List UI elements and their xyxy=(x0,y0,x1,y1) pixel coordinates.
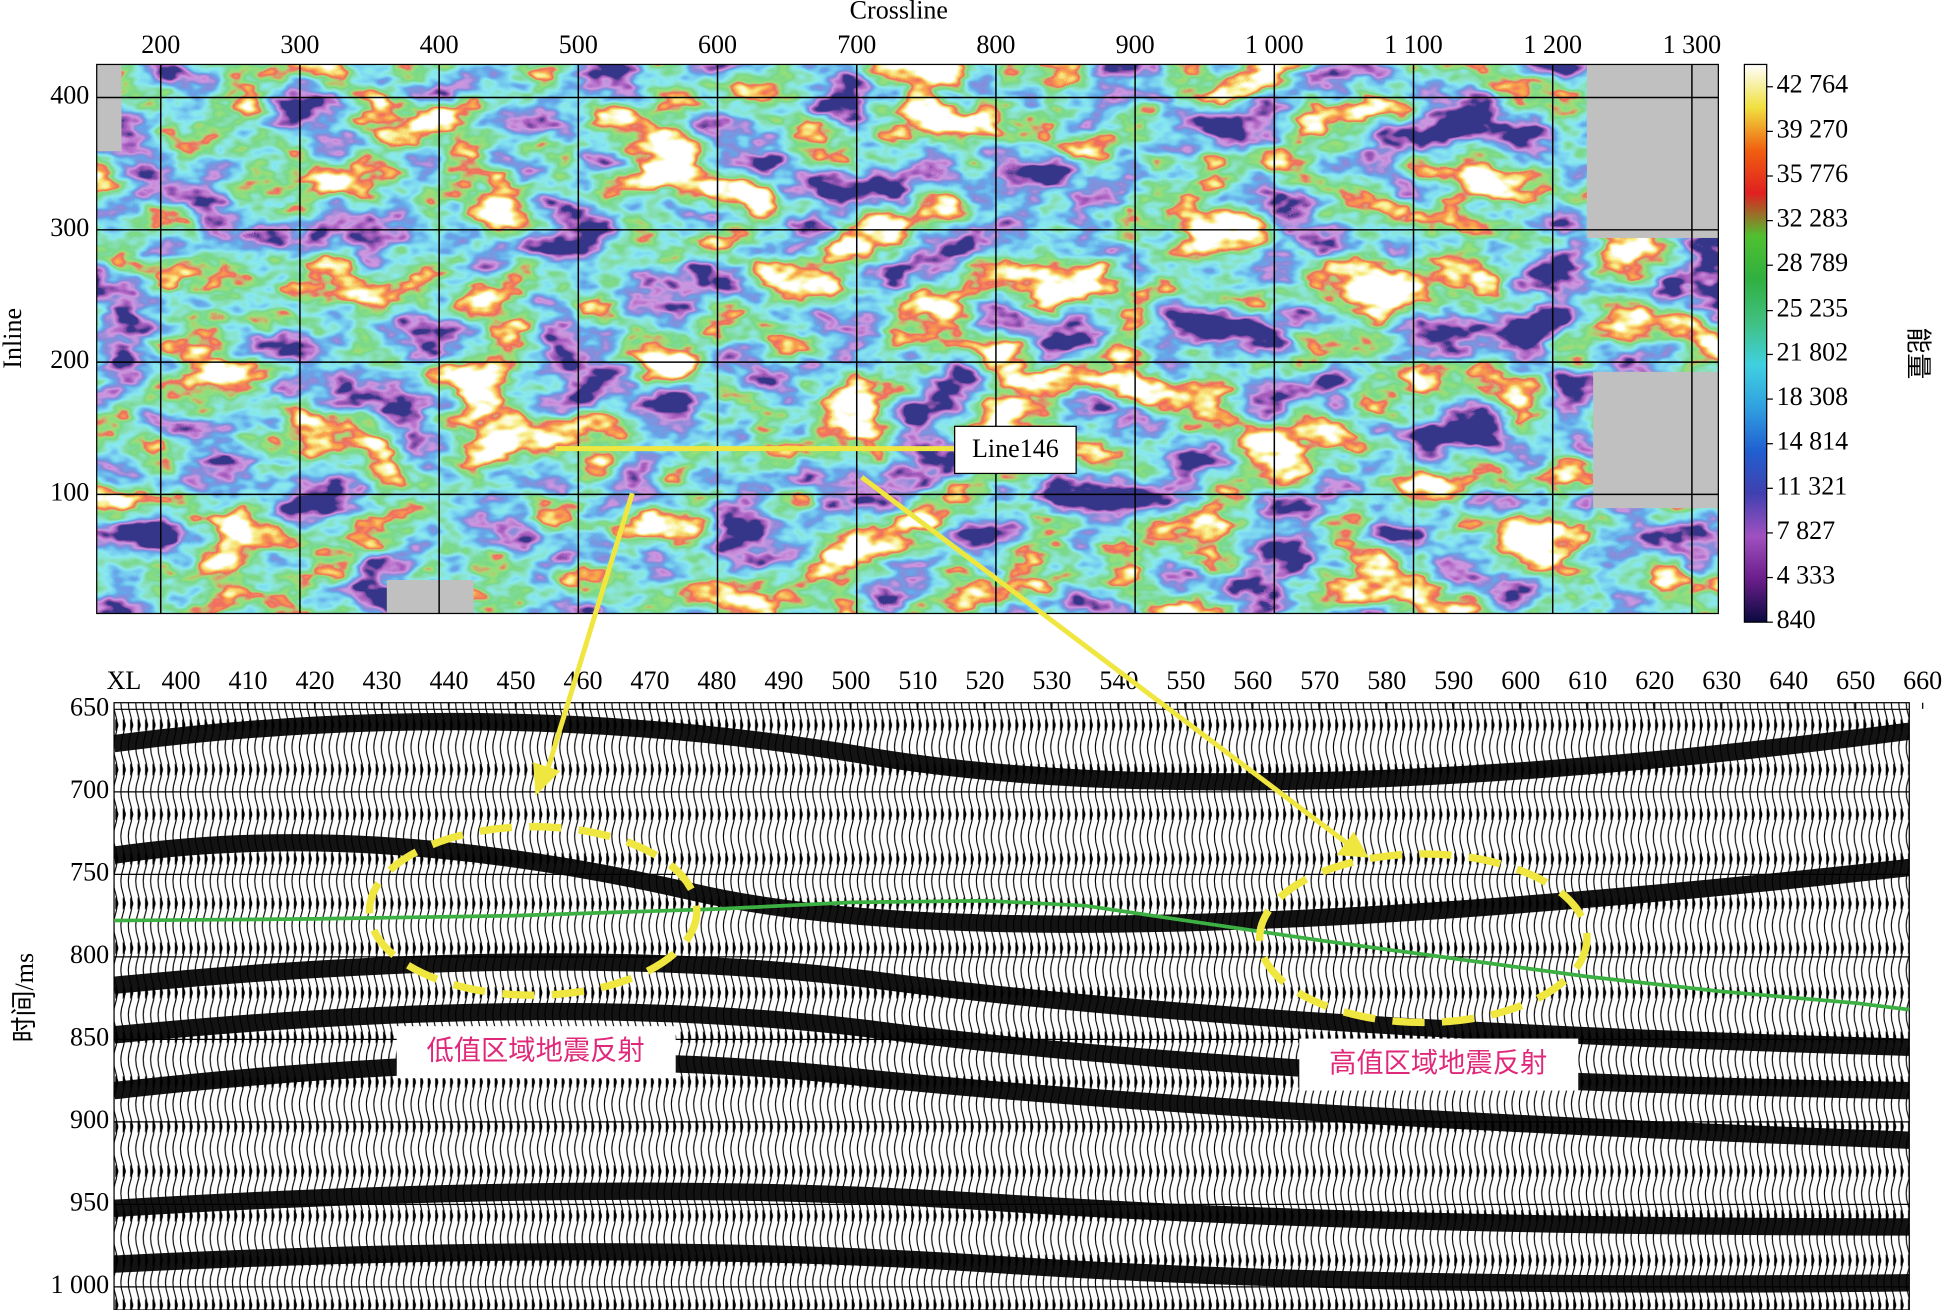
colorbar-tick-label: 35 776 xyxy=(1777,159,1849,188)
x-axis-title: XL xyxy=(107,666,142,695)
y-tick-label: 650 xyxy=(70,692,109,721)
x-tick-label: 620 xyxy=(1635,666,1674,695)
label-box xyxy=(1299,1038,1579,1091)
y-tick-label: 1 000 xyxy=(51,1270,110,1299)
no-data xyxy=(386,580,474,614)
x-tick-label: 600 xyxy=(698,30,737,59)
y-tick-label: 950 xyxy=(70,1187,109,1216)
x-tick-label: 1 000 xyxy=(1245,30,1304,59)
x-tick-label: 610 xyxy=(1568,666,1607,695)
x-tick-label: 500 xyxy=(831,666,870,695)
colorbar-title: 能量 xyxy=(1904,327,1933,379)
x-tick-label: 640 xyxy=(1769,666,1808,695)
map-frame xyxy=(96,63,1719,615)
x-tick-label: 400 xyxy=(420,30,459,59)
section-frame xyxy=(113,702,1910,1310)
colorbar-tick-label: 4 333 xyxy=(1777,561,1836,590)
x-tick-label: 400 xyxy=(162,666,201,695)
x-tick-label: 590 xyxy=(1434,666,1473,695)
colorbar-tick-label: 25 235 xyxy=(1777,294,1849,323)
annotation: 高值区域地震反射 xyxy=(1329,1048,1547,1078)
y-axis-title: 时间/ms xyxy=(10,953,39,1043)
energy-texture xyxy=(96,64,1719,614)
x-tick-label: 800 xyxy=(976,30,1015,59)
x-tick-label: 450 xyxy=(496,666,535,695)
colorbar-tick-label: 42 764 xyxy=(1777,70,1849,99)
colorbar-tick-label: 21 802 xyxy=(1777,337,1849,366)
y-tick-label: 400 xyxy=(50,80,89,109)
arrow xyxy=(860,475,1348,845)
x-tick-label: 200 xyxy=(141,30,180,59)
x-tick-label: 560 xyxy=(1233,666,1272,695)
arrow-head xyxy=(533,762,561,796)
colorbar-tick-label: 14 814 xyxy=(1777,427,1849,456)
x-axis-title: Crossline xyxy=(850,0,948,24)
x-tick-label: 500 xyxy=(559,30,598,59)
label-box xyxy=(396,1026,676,1079)
x-tick-label: 650 xyxy=(1836,666,1875,695)
x-tick-label: 1 100 xyxy=(1384,30,1443,59)
y-tick-label: 200 xyxy=(50,345,89,374)
label-box xyxy=(954,425,1077,475)
arrow xyxy=(545,492,635,770)
x-tick-label: 630 xyxy=(1702,666,1741,695)
x-tick-label: 440 xyxy=(429,666,468,695)
x-tick-label: 490 xyxy=(764,666,803,695)
x-tick-label: 470 xyxy=(630,666,669,695)
y-axis-title: Inline xyxy=(0,308,27,369)
x-tick-label: 300 xyxy=(280,30,319,59)
no-data xyxy=(1593,371,1719,509)
x-tick-label: 430 xyxy=(362,666,401,695)
x-tick-label: 1 200 xyxy=(1523,30,1582,59)
highlight-ellipse xyxy=(365,822,701,999)
x-tick-label: 420 xyxy=(296,666,335,695)
x-tick-label: 1 300 xyxy=(1663,30,1722,59)
no-data xyxy=(96,64,122,152)
y-tick-label: 750 xyxy=(70,857,109,886)
colorbar-tick-label: 32 283 xyxy=(1777,204,1849,233)
x-tick-label: 530 xyxy=(1032,666,1071,695)
colorbar xyxy=(1743,63,1768,623)
annotations: Line146 低值区域地震反射 高值区域地震反射 xyxy=(365,425,1591,1091)
x-tick-label: 700 xyxy=(837,30,876,59)
x-tick-label: 480 xyxy=(697,666,736,695)
horizon-line xyxy=(114,898,1910,1012)
x-tick-label: 660 xyxy=(1903,666,1942,695)
seismic-section xyxy=(114,702,1910,1310)
y-tick-label: 900 xyxy=(70,1105,109,1134)
y-tick-label: 100 xyxy=(50,477,89,506)
x-tick-label: 600 xyxy=(1501,666,1540,695)
x-tick-label: 520 xyxy=(965,666,1004,695)
x-tick-label: 550 xyxy=(1166,666,1205,695)
colorbar-tick-label: 18 308 xyxy=(1777,382,1849,411)
y-tick-label: 850 xyxy=(70,1022,109,1051)
x-tick-label: 570 xyxy=(1300,666,1339,695)
y-tick-label: 800 xyxy=(70,940,109,969)
highlight-ellipse xyxy=(1255,850,1591,1027)
colorbar-tick-label: 11 321 xyxy=(1777,471,1848,500)
annotation: 低值区域地震反射 xyxy=(427,1036,645,1066)
x-tick-label: 510 xyxy=(898,666,937,695)
line-label: Line146 xyxy=(972,434,1059,463)
colorbar-tick-label: 840 xyxy=(1777,605,1816,634)
colorbar-tick-label: 28 789 xyxy=(1777,248,1849,277)
colorbar-tick-label: 39 270 xyxy=(1777,114,1849,143)
arrow-head xyxy=(1336,831,1369,858)
x-tick-label: 410 xyxy=(229,666,268,695)
colorbar-tick-label: 7 827 xyxy=(1777,516,1836,545)
y-tick-label: 700 xyxy=(70,775,109,804)
x-tick-label: 580 xyxy=(1367,666,1406,695)
y-tick-label: 300 xyxy=(50,213,89,242)
x-tick-label: 900 xyxy=(1116,30,1155,59)
energy-map xyxy=(96,64,1719,614)
no-data xyxy=(1586,64,1719,238)
